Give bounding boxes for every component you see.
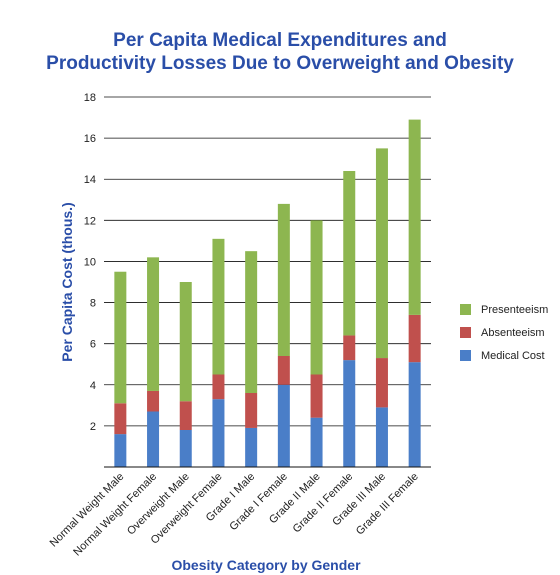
bar-segment-medical-cost (310, 417, 323, 467)
bar-segment-presenteeism (375, 148, 388, 359)
bar-segment-absenteeism (179, 401, 192, 430)
bar-segment-absenteeism (375, 358, 388, 408)
chart-title-line-1: Per Capita Medical Expenditures and (113, 30, 447, 51)
x-tick-label: Grade II Female (291, 471, 356, 536)
bar-segment-absenteeism (212, 374, 225, 400)
y-tick-label: 14 (84, 174, 96, 186)
bar-segment-presenteeism (310, 220, 323, 375)
bar-segment-presenteeism (147, 257, 160, 391)
bar-segment-absenteeism (310, 374, 323, 418)
bar-segment-absenteeism (147, 390, 160, 412)
bar-segment-medical-cost (277, 384, 290, 467)
legend-swatch (460, 327, 471, 338)
bar-segment-absenteeism (408, 314, 421, 363)
bar-segment-presenteeism (212, 238, 225, 375)
y-tick-label: 2 (90, 421, 96, 433)
bar-segment-medical-cost (179, 430, 192, 467)
bar-segment-presenteeism (343, 171, 356, 336)
bar-segment-absenteeism (277, 356, 290, 385)
y-tick-label: 16 (84, 133, 96, 145)
bar-segment-medical-cost (245, 427, 258, 467)
y-axis-label: Per Capita Cost (thous.) (59, 202, 75, 361)
y-tick-label: 18 (84, 92, 96, 104)
bar-segment-presenteeism (179, 282, 192, 402)
bar-segment-medical-cost (408, 362, 421, 467)
bar-segment-medical-cost (375, 407, 388, 467)
y-tick-label: 12 (84, 215, 96, 227)
y-tick-label: 10 (84, 256, 96, 268)
y-tick-label: 8 (90, 298, 96, 310)
x-tick-label: Grade I Female (227, 471, 290, 534)
bars (114, 119, 421, 467)
bar-segment-absenteeism (245, 393, 258, 428)
legend-swatch (460, 304, 471, 315)
y-tick-label: 4 (90, 380, 96, 392)
legend-swatch (460, 350, 471, 361)
legend-label: Presenteeism (481, 304, 548, 316)
bar-segment-medical-cost (147, 411, 160, 467)
bar-segment-absenteeism (114, 403, 127, 435)
bar-segment-presenteeism (277, 203, 290, 356)
bar-segment-medical-cost (114, 434, 127, 467)
legend: Presenteeism Absenteeism Medical Cost (460, 304, 548, 362)
bar-segment-presenteeism (114, 271, 127, 404)
bar-segment-medical-cost (343, 360, 356, 467)
bar-segment-presenteeism (245, 251, 258, 393)
y-tick-label: 6 (90, 339, 96, 351)
legend-label: Medical Cost (481, 350, 545, 362)
legend-label: Absenteeism (481, 327, 545, 339)
bar-segment-medical-cost (212, 399, 225, 467)
x-tick-label: Grade III Female (354, 471, 421, 538)
x-axis-label: Obesity Category by Gender (171, 557, 361, 573)
bar-segment-presenteeism (408, 119, 421, 315)
y-tick-labels: 2 4 6 8 10 12 14 16 18 (84, 92, 96, 433)
chart-title-line-2: Productivity Losses Due to Overweight an… (46, 53, 514, 74)
bar-segment-absenteeism (343, 335, 356, 361)
